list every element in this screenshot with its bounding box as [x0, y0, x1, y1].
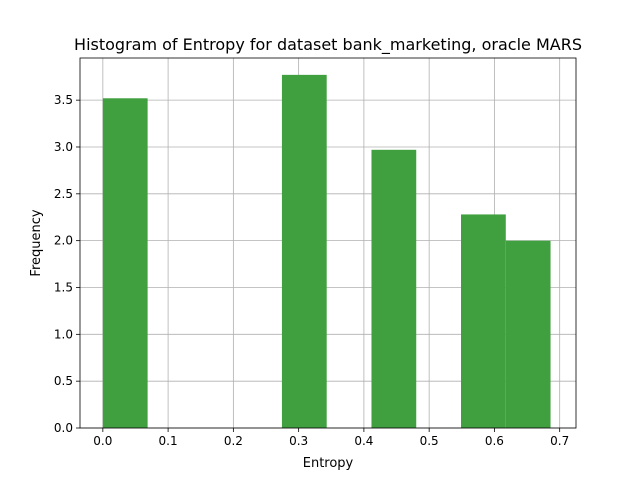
- histogram-bar: [505, 240, 551, 428]
- histogram-bar: [281, 74, 327, 429]
- y-tick-label: 2.0: [54, 234, 73, 248]
- y-tick-label: 1.0: [54, 327, 73, 341]
- x-tick-label: 0.7: [550, 434, 569, 448]
- x-tick-label: 0.6: [485, 434, 504, 448]
- axes: [79, 57, 577, 429]
- y-tick-label: 3.5: [54, 93, 73, 107]
- x-tick-label: 0.3: [289, 434, 308, 448]
- histogram-bar: [371, 149, 417, 428]
- y-tick-label: 1.5: [54, 280, 73, 294]
- y-tick-label: 3.0: [54, 140, 73, 154]
- x-axis-ticks: 0.0 0.1 0.2 0.3 0.4 0.5 0.6 0.7: [93, 428, 569, 448]
- y-tick-label: 0.0: [54, 421, 73, 435]
- histogram-bars: [102, 74, 551, 429]
- x-axis-label: Entropy: [303, 456, 354, 471]
- y-axis-ticks: 0.0 0.5 1.0 1.5 2.0 2.5 3.0 3.5: [54, 93, 80, 435]
- y-axis-label: Frequency: [29, 209, 44, 276]
- histogram-bar: [102, 98, 148, 429]
- x-tick-label: 0.1: [159, 434, 178, 448]
- plot-frame: [79, 57, 577, 429]
- x-tick-label: 0.2: [224, 434, 243, 448]
- y-tick-label: 0.5: [54, 374, 73, 388]
- histogram-bar: [461, 214, 506, 428]
- x-tick-label: 0.4: [354, 434, 373, 448]
- y-tick-label: 2.5: [54, 187, 73, 201]
- chart-title: Histogram of Entropy for dataset bank_ma…: [74, 35, 582, 55]
- x-tick-label: 0.0: [93, 434, 112, 448]
- x-tick-label: 0.5: [420, 434, 439, 448]
